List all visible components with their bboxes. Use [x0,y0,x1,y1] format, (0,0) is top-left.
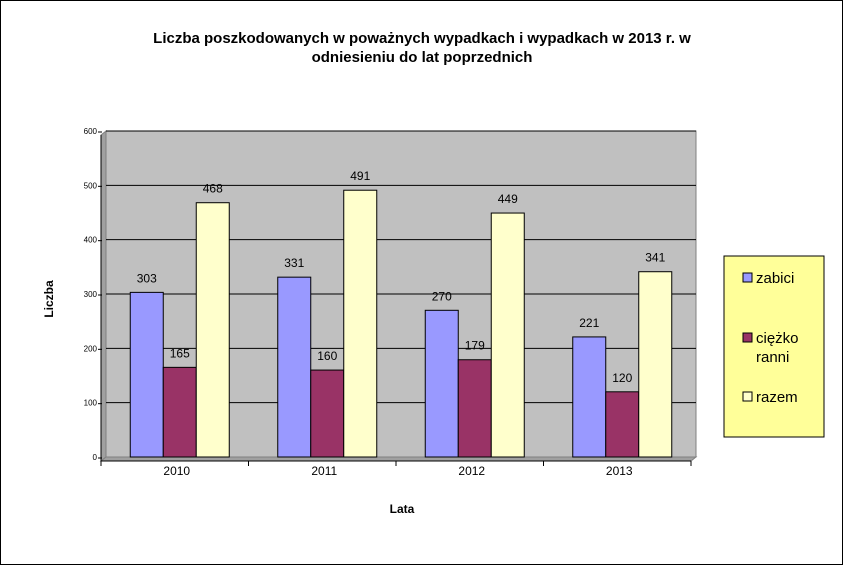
data-label: 331 [284,256,304,270]
legend-label: zabici [756,270,794,287]
bar [572,336,607,458]
y-tick-label: 500 [84,181,98,190]
y-tick-label: 300 [84,290,98,299]
bar [129,291,164,458]
legend-swatch [742,332,753,343]
bar [457,359,492,458]
data-label: 449 [498,192,518,206]
data-label: 179 [465,339,485,353]
legend-swatch [742,272,753,283]
legend-label: ranni [756,349,789,366]
y-axis-title: Liczba [42,280,56,318]
legend-box [723,255,825,438]
bar [424,309,459,458]
data-label: 270 [432,289,452,303]
data-label: 221 [579,316,599,330]
y-tick-label: 100 [84,399,98,408]
legend-label: ciężko [756,330,799,347]
y-tick-label: 600 [84,127,98,136]
data-label: 120 [612,371,632,385]
x-tick-label: 2011 [311,464,337,478]
plot-floor [99,456,698,462]
data-label: 160 [317,349,337,363]
bar [310,369,345,458]
legend-label: razem [756,389,798,406]
bar [195,202,230,458]
chart-title-line: odniesieniu do lat poprzednich [312,49,533,66]
data-label: 468 [203,182,223,196]
data-label: 491 [350,169,370,183]
x-axis-title: Lata [390,502,415,516]
bar [638,271,673,458]
y-tick-label: 200 [84,344,98,353]
data-label: 341 [645,251,665,265]
y-tick-label: 400 [84,236,98,245]
x-tick-label: 2013 [606,464,633,478]
bar [277,276,312,458]
x-tick-label: 2012 [458,464,485,478]
bar [490,212,525,458]
plot-side-wall [100,129,107,463]
bar [605,391,640,458]
bar [343,189,378,458]
x-tick-label: 2010 [163,464,190,478]
bar [162,366,197,458]
legend-swatch [742,391,753,402]
data-label: 165 [170,346,190,360]
data-label: 303 [137,271,157,285]
chart-title-line: Liczba poszkodowanych w poważnych wypadk… [153,30,691,47]
y-tick-label: 0 [93,453,98,462]
